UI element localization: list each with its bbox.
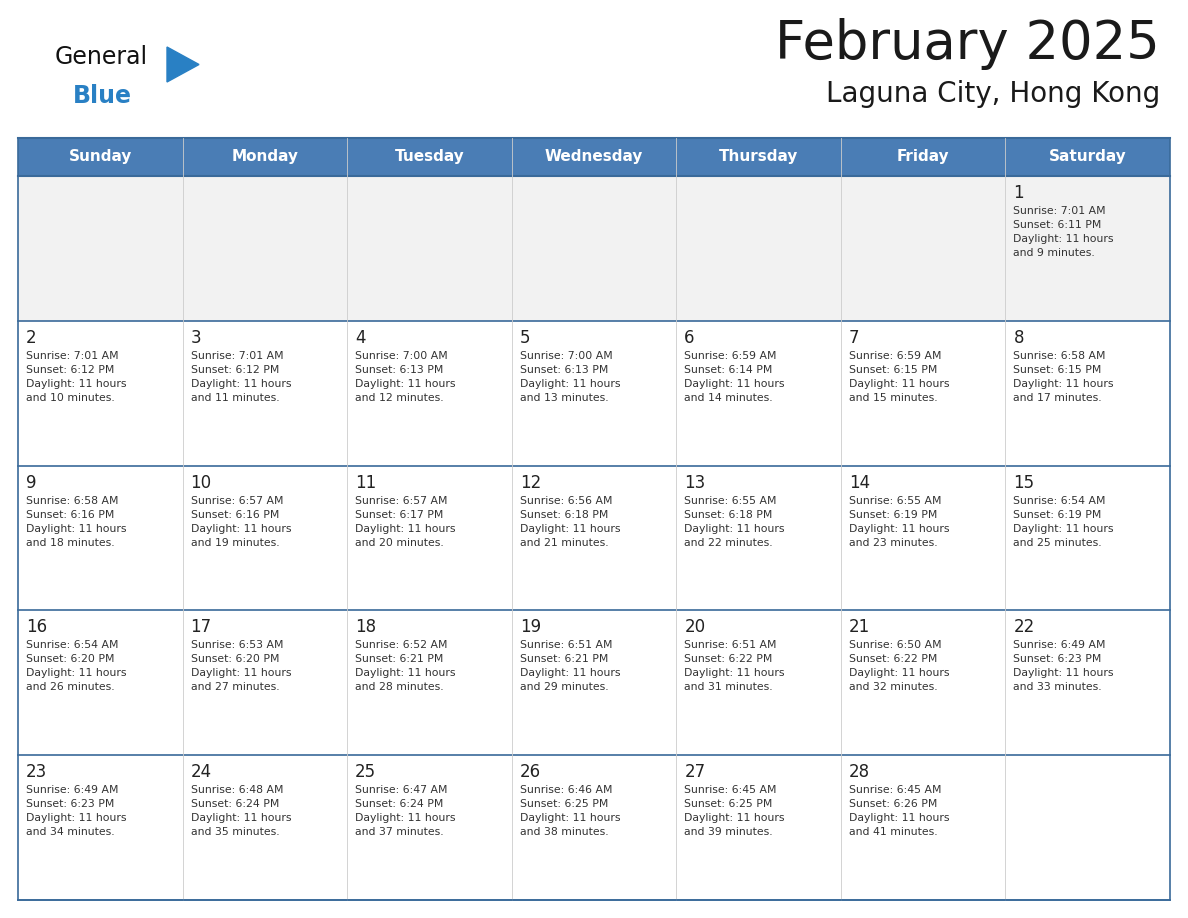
Text: 16: 16 xyxy=(26,619,48,636)
Text: Sunrise: 6:47 AM
Sunset: 6:24 PM
Daylight: 11 hours
and 37 minutes.: Sunrise: 6:47 AM Sunset: 6:24 PM Dayligh… xyxy=(355,785,456,837)
Text: Saturday: Saturday xyxy=(1049,150,1126,164)
Text: Sunrise: 6:48 AM
Sunset: 6:24 PM
Daylight: 11 hours
and 35 minutes.: Sunrise: 6:48 AM Sunset: 6:24 PM Dayligh… xyxy=(190,785,291,837)
Text: 22: 22 xyxy=(1013,619,1035,636)
Text: Sunrise: 6:50 AM
Sunset: 6:22 PM
Daylight: 11 hours
and 32 minutes.: Sunrise: 6:50 AM Sunset: 6:22 PM Dayligh… xyxy=(849,641,949,692)
Text: Sunrise: 7:01 AM
Sunset: 6:12 PM
Daylight: 11 hours
and 11 minutes.: Sunrise: 7:01 AM Sunset: 6:12 PM Dayligh… xyxy=(190,351,291,403)
Text: 4: 4 xyxy=(355,329,366,347)
Text: 9: 9 xyxy=(26,474,37,492)
Text: 2: 2 xyxy=(26,329,37,347)
Text: 11: 11 xyxy=(355,474,377,492)
Bar xyxy=(18,320,1170,465)
Text: 15: 15 xyxy=(1013,474,1035,492)
Text: 13: 13 xyxy=(684,474,706,492)
Text: Sunday: Sunday xyxy=(69,150,132,164)
Text: 18: 18 xyxy=(355,619,377,636)
Text: 14: 14 xyxy=(849,474,870,492)
Text: Thursday: Thursday xyxy=(719,150,798,164)
Text: Sunrise: 6:58 AM
Sunset: 6:15 PM
Daylight: 11 hours
and 17 minutes.: Sunrise: 6:58 AM Sunset: 6:15 PM Dayligh… xyxy=(1013,351,1114,403)
Text: Sunrise: 7:01 AM
Sunset: 6:12 PM
Daylight: 11 hours
and 10 minutes.: Sunrise: 7:01 AM Sunset: 6:12 PM Dayligh… xyxy=(26,351,126,403)
Text: 6: 6 xyxy=(684,329,695,347)
Text: Sunrise: 6:46 AM
Sunset: 6:25 PM
Daylight: 11 hours
and 38 minutes.: Sunrise: 6:46 AM Sunset: 6:25 PM Dayligh… xyxy=(519,785,620,837)
Text: Sunrise: 6:54 AM
Sunset: 6:19 PM
Daylight: 11 hours
and 25 minutes.: Sunrise: 6:54 AM Sunset: 6:19 PM Dayligh… xyxy=(1013,496,1114,548)
Text: 28: 28 xyxy=(849,763,870,781)
Text: Friday: Friday xyxy=(897,150,949,164)
Text: Sunrise: 6:54 AM
Sunset: 6:20 PM
Daylight: 11 hours
and 26 minutes.: Sunrise: 6:54 AM Sunset: 6:20 PM Dayligh… xyxy=(26,641,126,692)
Text: Sunrise: 6:45 AM
Sunset: 6:25 PM
Daylight: 11 hours
and 39 minutes.: Sunrise: 6:45 AM Sunset: 6:25 PM Dayligh… xyxy=(684,785,785,837)
Text: 10: 10 xyxy=(190,474,211,492)
Text: Sunrise: 6:51 AM
Sunset: 6:21 PM
Daylight: 11 hours
and 29 minutes.: Sunrise: 6:51 AM Sunset: 6:21 PM Dayligh… xyxy=(519,641,620,692)
Text: Sunrise: 6:57 AM
Sunset: 6:16 PM
Daylight: 11 hours
and 19 minutes.: Sunrise: 6:57 AM Sunset: 6:16 PM Dayligh… xyxy=(190,496,291,548)
Text: Sunrise: 6:55 AM
Sunset: 6:19 PM
Daylight: 11 hours
and 23 minutes.: Sunrise: 6:55 AM Sunset: 6:19 PM Dayligh… xyxy=(849,496,949,548)
Text: Sunrise: 7:00 AM
Sunset: 6:13 PM
Daylight: 11 hours
and 12 minutes.: Sunrise: 7:00 AM Sunset: 6:13 PM Dayligh… xyxy=(355,351,456,403)
Text: Tuesday: Tuesday xyxy=(394,150,465,164)
Text: 21: 21 xyxy=(849,619,870,636)
Text: February 2025: February 2025 xyxy=(776,18,1159,70)
Polygon shape xyxy=(168,47,200,82)
Bar xyxy=(18,465,1170,610)
Text: 7: 7 xyxy=(849,329,859,347)
Bar xyxy=(18,176,1170,320)
Text: 12: 12 xyxy=(519,474,541,492)
Text: 19: 19 xyxy=(519,619,541,636)
Text: Sunrise: 6:53 AM
Sunset: 6:20 PM
Daylight: 11 hours
and 27 minutes.: Sunrise: 6:53 AM Sunset: 6:20 PM Dayligh… xyxy=(190,641,291,692)
Text: Sunrise: 6:55 AM
Sunset: 6:18 PM
Daylight: 11 hours
and 22 minutes.: Sunrise: 6:55 AM Sunset: 6:18 PM Dayligh… xyxy=(684,496,785,548)
Text: Sunrise: 6:52 AM
Sunset: 6:21 PM
Daylight: 11 hours
and 28 minutes.: Sunrise: 6:52 AM Sunset: 6:21 PM Dayligh… xyxy=(355,641,456,692)
Text: General: General xyxy=(55,45,148,69)
Bar xyxy=(18,756,1170,900)
Bar xyxy=(18,610,1170,756)
Text: Laguna City, Hong Kong: Laguna City, Hong Kong xyxy=(826,80,1159,108)
Text: Monday: Monday xyxy=(232,150,298,164)
Text: Sunrise: 6:56 AM
Sunset: 6:18 PM
Daylight: 11 hours
and 21 minutes.: Sunrise: 6:56 AM Sunset: 6:18 PM Dayligh… xyxy=(519,496,620,548)
Text: Sunrise: 7:00 AM
Sunset: 6:13 PM
Daylight: 11 hours
and 13 minutes.: Sunrise: 7:00 AM Sunset: 6:13 PM Dayligh… xyxy=(519,351,620,403)
Text: Sunrise: 6:58 AM
Sunset: 6:16 PM
Daylight: 11 hours
and 18 minutes.: Sunrise: 6:58 AM Sunset: 6:16 PM Dayligh… xyxy=(26,496,126,548)
Bar xyxy=(18,138,1170,176)
Text: Sunrise: 6:49 AM
Sunset: 6:23 PM
Daylight: 11 hours
and 33 minutes.: Sunrise: 6:49 AM Sunset: 6:23 PM Dayligh… xyxy=(1013,641,1114,692)
Text: Sunrise: 7:01 AM
Sunset: 6:11 PM
Daylight: 11 hours
and 9 minutes.: Sunrise: 7:01 AM Sunset: 6:11 PM Dayligh… xyxy=(1013,206,1114,258)
Text: 24: 24 xyxy=(190,763,211,781)
Text: Sunrise: 6:59 AM
Sunset: 6:15 PM
Daylight: 11 hours
and 15 minutes.: Sunrise: 6:59 AM Sunset: 6:15 PM Dayligh… xyxy=(849,351,949,403)
Text: 27: 27 xyxy=(684,763,706,781)
Text: Sunrise: 6:57 AM
Sunset: 6:17 PM
Daylight: 11 hours
and 20 minutes.: Sunrise: 6:57 AM Sunset: 6:17 PM Dayligh… xyxy=(355,496,456,548)
Text: 8: 8 xyxy=(1013,329,1024,347)
Text: 26: 26 xyxy=(519,763,541,781)
Text: Sunrise: 6:59 AM
Sunset: 6:14 PM
Daylight: 11 hours
and 14 minutes.: Sunrise: 6:59 AM Sunset: 6:14 PM Dayligh… xyxy=(684,351,785,403)
Text: 23: 23 xyxy=(26,763,48,781)
Text: Wednesday: Wednesday xyxy=(545,150,643,164)
Text: Sunrise: 6:49 AM
Sunset: 6:23 PM
Daylight: 11 hours
and 34 minutes.: Sunrise: 6:49 AM Sunset: 6:23 PM Dayligh… xyxy=(26,785,126,837)
Text: 20: 20 xyxy=(684,619,706,636)
Text: 3: 3 xyxy=(190,329,201,347)
Text: Blue: Blue xyxy=(72,84,132,108)
Text: 5: 5 xyxy=(519,329,530,347)
Text: Sunrise: 6:51 AM
Sunset: 6:22 PM
Daylight: 11 hours
and 31 minutes.: Sunrise: 6:51 AM Sunset: 6:22 PM Dayligh… xyxy=(684,641,785,692)
Text: 25: 25 xyxy=(355,763,377,781)
Text: 1: 1 xyxy=(1013,184,1024,202)
Text: Sunrise: 6:45 AM
Sunset: 6:26 PM
Daylight: 11 hours
and 41 minutes.: Sunrise: 6:45 AM Sunset: 6:26 PM Dayligh… xyxy=(849,785,949,837)
Text: 17: 17 xyxy=(190,619,211,636)
